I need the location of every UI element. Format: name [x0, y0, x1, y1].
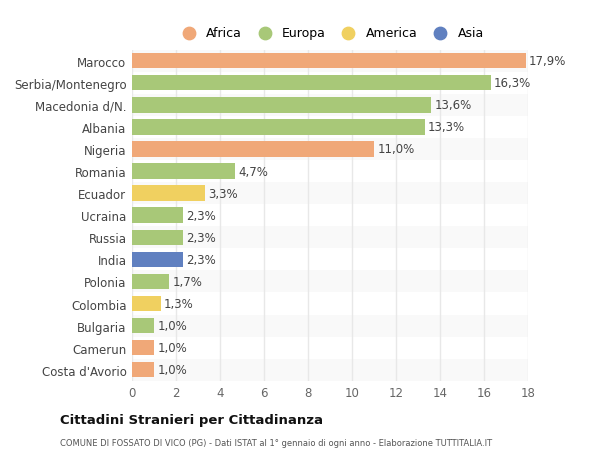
- Bar: [132, 95, 528, 117]
- Bar: [132, 318, 154, 334]
- Bar: [132, 249, 528, 271]
- Text: 17,9%: 17,9%: [529, 55, 566, 68]
- Bar: [132, 50, 528, 73]
- Bar: [132, 186, 205, 202]
- Bar: [132, 139, 528, 161]
- Bar: [132, 98, 431, 113]
- Text: 13,6%: 13,6%: [434, 99, 472, 112]
- Legend: Africa, Europa, America, Asia: Africa, Europa, America, Asia: [172, 24, 488, 44]
- Bar: [132, 274, 169, 290]
- Text: 16,3%: 16,3%: [494, 77, 531, 90]
- Bar: [132, 54, 526, 69]
- Text: 13,3%: 13,3%: [428, 121, 465, 134]
- Text: 1,0%: 1,0%: [157, 364, 187, 376]
- Bar: [132, 117, 528, 139]
- Text: 11,0%: 11,0%: [377, 143, 415, 156]
- Bar: [132, 315, 528, 337]
- Bar: [132, 205, 528, 227]
- Bar: [132, 183, 528, 205]
- Bar: [132, 120, 425, 135]
- Bar: [132, 296, 161, 312]
- Bar: [132, 227, 528, 249]
- Bar: [132, 362, 154, 378]
- Bar: [132, 293, 528, 315]
- Text: Cittadini Stranieri per Cittadinanza: Cittadini Stranieri per Cittadinanza: [60, 413, 323, 426]
- Text: 1,0%: 1,0%: [157, 319, 187, 332]
- Bar: [132, 76, 491, 91]
- Text: 1,7%: 1,7%: [173, 275, 203, 288]
- Bar: [132, 252, 182, 268]
- Bar: [132, 164, 235, 179]
- Bar: [132, 142, 374, 157]
- Bar: [132, 208, 182, 224]
- Bar: [132, 230, 182, 246]
- Bar: [132, 271, 528, 293]
- Text: 2,3%: 2,3%: [186, 209, 215, 222]
- Text: 4,7%: 4,7%: [239, 165, 269, 178]
- Bar: [132, 337, 528, 359]
- Text: COMUNE DI FOSSATO DI VICO (PG) - Dati ISTAT al 1° gennaio di ogni anno - Elabora: COMUNE DI FOSSATO DI VICO (PG) - Dati IS…: [60, 438, 492, 448]
- Text: 3,3%: 3,3%: [208, 187, 238, 200]
- Bar: [132, 73, 528, 95]
- Text: 2,3%: 2,3%: [186, 231, 215, 244]
- Text: 1,0%: 1,0%: [157, 341, 187, 354]
- Text: 1,3%: 1,3%: [164, 297, 194, 310]
- Bar: [132, 359, 528, 381]
- Text: 2,3%: 2,3%: [186, 253, 215, 266]
- Bar: [132, 340, 154, 356]
- Bar: [132, 161, 528, 183]
